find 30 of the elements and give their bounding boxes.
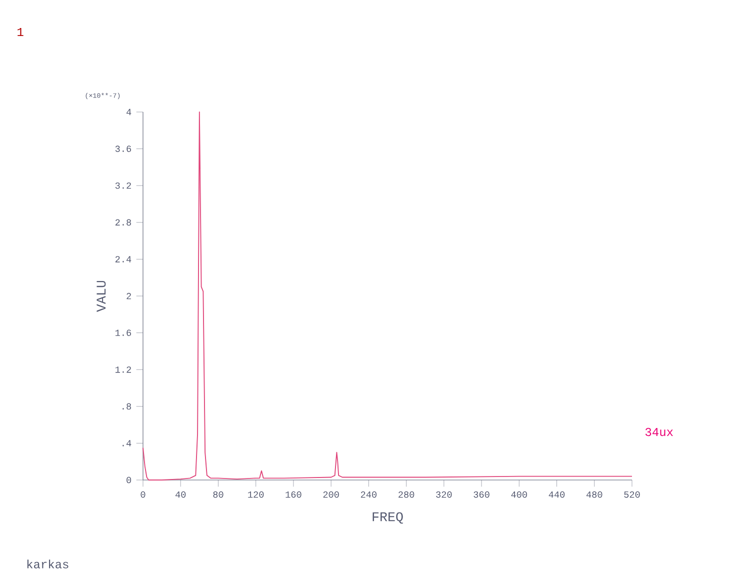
y-tick-label: 2.4 [115, 256, 132, 262]
y-tick-label: 3.6 [115, 146, 132, 152]
x-tick-label: 40 [175, 491, 186, 498]
y-tick-label: 1.2 [115, 366, 131, 373]
y-tick-label: .8 [122, 403, 131, 410]
x-tick-label: 320 [436, 491, 452, 498]
x-tick-label: 400 [511, 491, 527, 498]
x-tick-label: 520 [624, 491, 640, 498]
y-tick-label: 2.8 [115, 219, 131, 226]
text: karkas [27, 560, 68, 568]
x-tick-label: 160 [286, 491, 302, 498]
x-tick-label: 360 [474, 491, 490, 498]
y-tick-label: 4 [126, 108, 132, 116]
x-tick-label: 200 [323, 491, 339, 498]
y-tick-label: 2 [126, 292, 131, 300]
x-tick-label: 240 [360, 491, 377, 498]
x-tick-label: 440 [548, 491, 565, 498]
x-tick-label: 80 [213, 491, 224, 498]
y-tick-label: 1.6 [115, 330, 132, 336]
text: 34ux [645, 428, 673, 436]
y-tick-label: 3.2 [115, 182, 131, 189]
x-axis-title: FREQ [372, 512, 403, 524]
x-tick-label: 120 [248, 491, 264, 498]
x-tick-label: 0 [140, 491, 146, 498]
x-tick-label: 480 [586, 491, 602, 498]
y-axis-title: VALU [96, 280, 106, 312]
y-tick-label: .4 [122, 440, 132, 446]
x-tick-label: 280 [398, 491, 414, 498]
text: 1 [18, 28, 24, 36]
y-tick-label: 0 [126, 476, 132, 484]
